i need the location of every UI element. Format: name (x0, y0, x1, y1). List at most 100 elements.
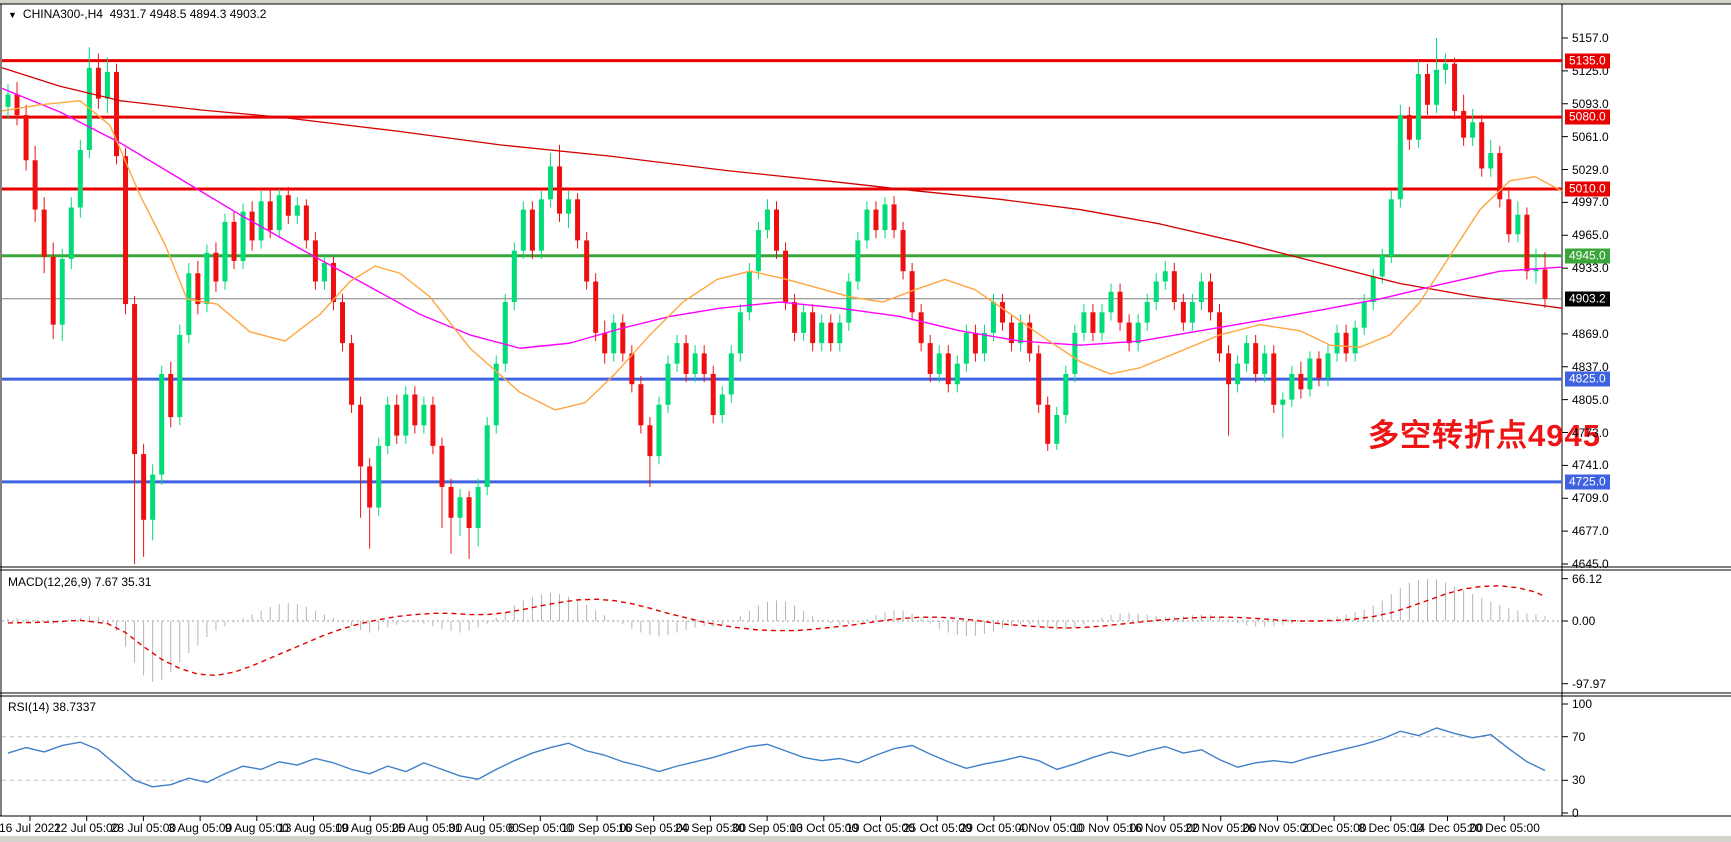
candle-body[interactable] (349, 343, 355, 405)
candle-body[interactable] (1072, 332, 1078, 374)
candle-body[interactable] (891, 204, 897, 231)
candle-body[interactable] (1117, 291, 1123, 323)
candle-body[interactable] (321, 262, 327, 282)
candle-body[interactable] (1253, 343, 1259, 374)
candle-body[interactable] (267, 201, 273, 231)
candle-body[interactable] (403, 394, 409, 436)
candle-body[interactable] (195, 273, 201, 305)
candle-body[interactable] (701, 353, 707, 374)
candle-body[interactable] (1135, 322, 1141, 344)
candle-body[interactable] (285, 195, 291, 216)
candle-body[interactable] (1325, 353, 1331, 379)
candle-body[interactable] (1406, 115, 1412, 140)
candle-body[interactable] (1361, 302, 1367, 328)
candle-body[interactable] (1036, 353, 1042, 405)
candle-body[interactable] (1009, 322, 1015, 344)
candle-body[interactable] (330, 262, 336, 303)
candle-body[interactable] (213, 252, 219, 282)
candle-body[interactable] (1207, 281, 1213, 313)
candle-body[interactable] (168, 373, 174, 418)
candle-body[interactable] (692, 353, 698, 374)
candle-body[interactable] (1235, 363, 1241, 385)
candle-body[interactable] (1415, 73, 1421, 140)
candle-body[interactable] (575, 199, 581, 241)
candle-body[interactable] (1316, 358, 1322, 379)
candle-body[interactable] (1018, 322, 1024, 344)
candle-body[interactable] (457, 497, 463, 518)
candle-body[interactable] (1045, 404, 1051, 444)
candle-body[interactable] (430, 404, 436, 446)
candle-body[interactable] (538, 199, 544, 251)
candle-body[interactable] (258, 201, 264, 241)
candle-body[interactable] (1081, 312, 1087, 333)
candle-body[interactable] (774, 209, 779, 251)
candle-body[interactable] (1488, 153, 1494, 169)
candle-body[interactable] (1461, 110, 1467, 138)
candle-body[interactable] (358, 404, 364, 467)
candle-body[interactable] (783, 250, 789, 303)
candle-body[interactable] (502, 302, 508, 364)
candle-body[interactable] (249, 211, 255, 241)
candle-body[interactable] (1542, 269, 1548, 299)
candle-body[interactable] (204, 252, 210, 305)
candle-body[interactable] (963, 332, 969, 364)
candle-body[interactable] (1307, 358, 1313, 390)
candle-body[interactable] (59, 258, 65, 325)
candle-body[interactable] (566, 199, 572, 214)
candle-body[interactable] (710, 373, 716, 416)
candle-body[interactable] (593, 281, 599, 333)
candle-body[interactable] (981, 332, 987, 354)
candle-body[interactable] (132, 304, 138, 455)
candle-body[interactable] (1497, 153, 1503, 200)
candle-body[interactable] (755, 230, 761, 272)
candle-body[interactable] (1000, 302, 1006, 323)
candle-body[interactable] (1452, 63, 1458, 111)
candle-body[interactable] (177, 334, 183, 418)
candle-body[interactable] (674, 343, 680, 364)
candle-body[interactable] (1189, 302, 1195, 323)
candle-body[interactable] (222, 221, 228, 282)
candle-body[interactable] (620, 322, 626, 354)
candle-body[interactable] (466, 497, 472, 529)
candle-body[interactable] (918, 312, 924, 344)
candle-body[interactable] (14, 94, 20, 116)
candle-body[interactable] (1144, 302, 1150, 323)
candle-body[interactable] (909, 271, 915, 313)
candle-body[interactable] (421, 404, 427, 426)
candle-body[interactable] (68, 207, 74, 259)
candle-body[interactable] (95, 67, 101, 99)
candle-body[interactable] (647, 425, 653, 457)
candle-body[interactable] (1198, 281, 1204, 303)
candle-body[interactable] (448, 486, 454, 518)
candle-body[interactable] (1226, 353, 1232, 385)
candle-body[interactable] (1271, 353, 1277, 405)
candle-body[interactable] (746, 271, 752, 313)
candle-body[interactable] (240, 211, 246, 261)
candle-body[interactable] (1054, 415, 1060, 444)
candle-body[interactable] (493, 363, 499, 426)
candle-body[interactable] (1162, 271, 1168, 282)
collapse-triangle-icon[interactable]: ▼ (8, 10, 17, 20)
candle-body[interactable] (520, 209, 526, 251)
candle-body[interactable] (1506, 199, 1512, 235)
candle-body[interactable] (954, 363, 960, 385)
candle-body[interactable] (50, 256, 56, 325)
candle-body[interactable] (123, 156, 129, 305)
candle-body[interactable] (1515, 214, 1521, 235)
candle-body[interactable] (1479, 122, 1485, 169)
candle-body[interactable] (1153, 281, 1159, 303)
candle-body[interactable] (150, 474, 156, 520)
candle-body[interactable] (511, 250, 517, 303)
candle-body[interactable] (837, 322, 843, 344)
candle-body[interactable] (557, 166, 563, 214)
candle-body[interactable] (1126, 322, 1132, 344)
candle-body[interactable] (32, 160, 38, 210)
candle-body[interactable] (764, 209, 770, 231)
candle-body[interactable] (584, 240, 590, 282)
candle-body[interactable] (475, 486, 481, 529)
candle-body[interactable] (638, 384, 644, 426)
candle-body[interactable] (1343, 332, 1349, 354)
candle-body[interactable] (873, 209, 879, 231)
candle-body[interactable] (1397, 115, 1403, 200)
